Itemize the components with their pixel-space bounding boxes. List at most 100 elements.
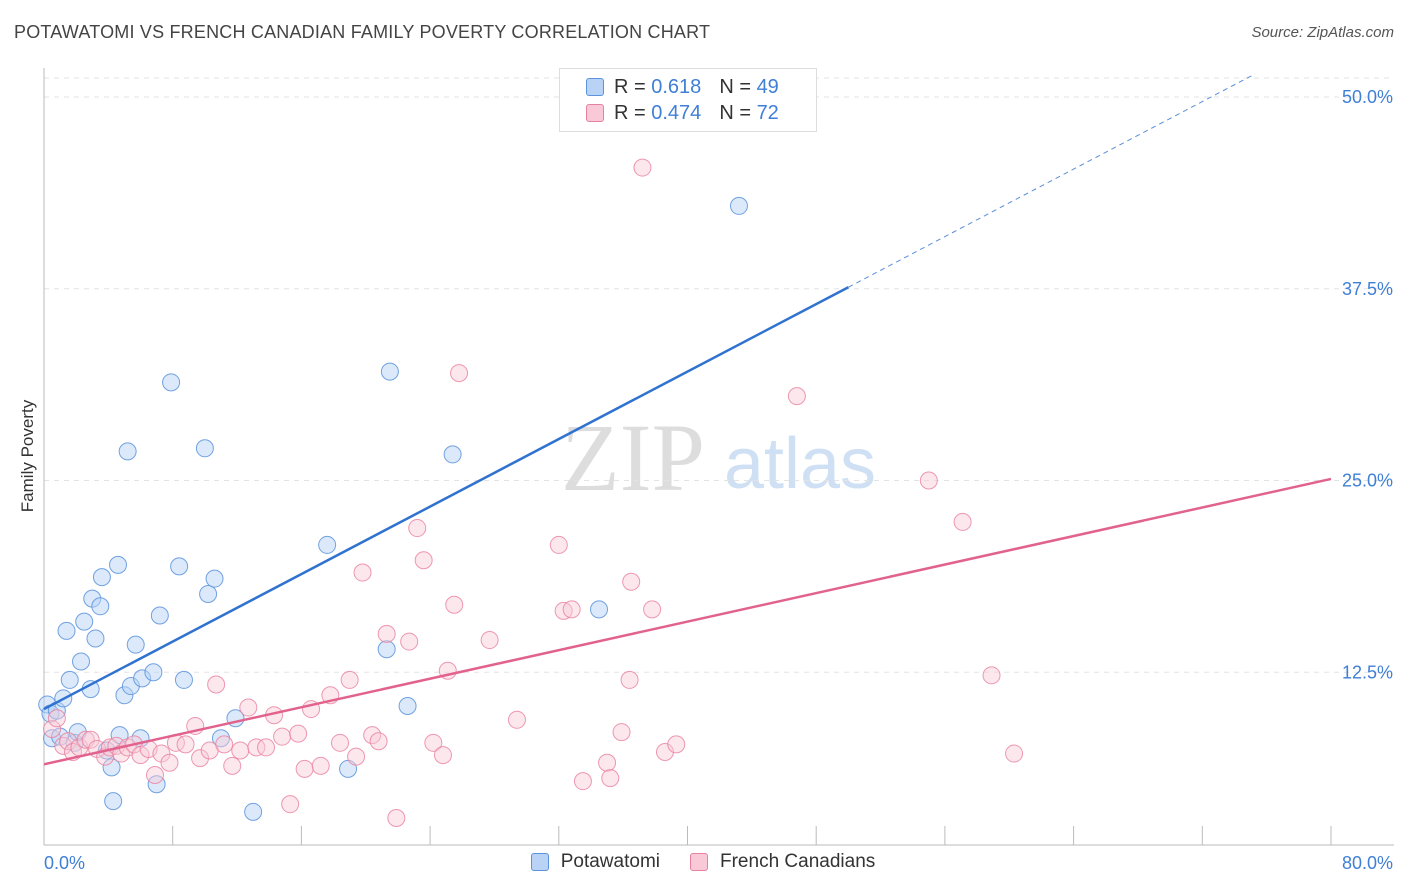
- data-point-french-canadians: [787, 387, 806, 406]
- data-point-french-canadians: [601, 769, 620, 788]
- data-point-french-canadians: [340, 670, 359, 689]
- legend-n-label: N =: [719, 75, 757, 98]
- data-point-french-canadians: [400, 632, 419, 651]
- data-point-french-canadians: [507, 710, 526, 729]
- data-point-potawatomi: [244, 802, 263, 821]
- stats-legend: R = 0.618 N = 49 R = 0.474 N = 72: [559, 68, 817, 132]
- legend-item-potawatomi: Potawatomi: [530, 851, 660, 873]
- trend-line-potawatomi-extension: [848, 73, 1256, 288]
- data-point-french-canadians: [480, 631, 499, 650]
- data-point-potawatomi: [150, 606, 169, 625]
- data-point-french-canadians: [59, 732, 78, 751]
- potawatomi-swatch: [586, 78, 604, 96]
- data-point-french-canadians: [1005, 744, 1024, 763]
- data-point-potawatomi: [86, 629, 105, 648]
- data-point-french-canadians: [598, 753, 617, 772]
- data-point-potawatomi: [170, 557, 189, 576]
- legend-r-value: 0.618: [651, 75, 702, 98]
- data-point-potawatomi: [72, 652, 91, 671]
- data-point-potawatomi: [91, 597, 110, 616]
- data-point-potawatomi: [162, 373, 181, 392]
- data-point-french-canadians: [414, 551, 433, 570]
- x-tick-label: 80.0%: [1342, 853, 1393, 873]
- data-point-french-canadians: [273, 727, 292, 746]
- data-point-french-canadians: [445, 595, 464, 614]
- legend-n-label: N =: [719, 101, 757, 124]
- data-point-french-canadians: [622, 572, 641, 591]
- data-point-french-canadians: [207, 675, 226, 694]
- legend-n-value: 72: [756, 101, 779, 124]
- data-point-french-canadians: [433, 746, 452, 765]
- data-point-french-canadians: [667, 735, 686, 754]
- data-point-french-canadians: [620, 670, 639, 689]
- data-point-french-canadians: [573, 772, 592, 791]
- legend-r-label: R =: [614, 75, 652, 98]
- series-legend: Potawatomi French Canadians: [0, 851, 1406, 873]
- y-tick-label: 50.0%: [1342, 87, 1393, 107]
- data-point-french-canadians: [295, 759, 314, 778]
- data-point-potawatomi: [57, 621, 76, 640]
- legend-r-label: R =: [614, 101, 652, 124]
- data-point-potawatomi: [75, 612, 94, 631]
- data-point-french-canadians: [643, 600, 662, 619]
- data-point-potawatomi: [199, 585, 218, 604]
- data-point-potawatomi: [590, 600, 609, 619]
- data-point-french-canadians: [633, 158, 652, 177]
- data-point-french-canadians: [377, 624, 396, 643]
- y-tick-label: 37.5%: [1342, 279, 1393, 299]
- axes: [43, 68, 1394, 846]
- data-point-french-canadians: [562, 600, 581, 619]
- data-point-potawatomi: [109, 555, 128, 574]
- data-point-french-canadians: [231, 741, 250, 760]
- data-point-french-canadians: [369, 732, 388, 751]
- data-point-french-canadians: [191, 749, 210, 768]
- data-point-french-canadians: [982, 666, 1001, 685]
- series-potawatomi: [38, 86, 748, 821]
- data-point-french-canadians: [81, 730, 100, 749]
- legend-label-french-canadians: French Canadians: [720, 851, 876, 872]
- data-point-potawatomi: [195, 439, 214, 458]
- data-point-potawatomi: [144, 663, 163, 682]
- french-canadians-swatch: [586, 104, 604, 122]
- data-point-french-canadians: [176, 735, 195, 754]
- data-point-potawatomi: [205, 569, 224, 588]
- data-point-potawatomi: [92, 568, 111, 587]
- y-tick-label: 25.0%: [1342, 471, 1393, 491]
- watermark: ZIP atlas: [561, 404, 876, 511]
- data-point-french-canadians: [223, 756, 242, 775]
- x-tick-label: 0.0%: [44, 853, 85, 873]
- data-point-potawatomi: [398, 696, 417, 715]
- data-point-french-canadians: [919, 471, 938, 490]
- watermark-atlas: atlas: [724, 424, 876, 504]
- trend-line-french-canadians: [43, 477, 1332, 766]
- data-point-potawatomi: [377, 640, 396, 659]
- trend-lines: [43, 73, 1332, 766]
- legend-r-value: 0.474: [651, 101, 702, 124]
- watermark-zip: ZIP: [561, 404, 705, 511]
- legend-item-french-canadians: French Canadians: [690, 851, 875, 873]
- data-point-potawatomi: [380, 362, 399, 381]
- data-point-french-canadians: [450, 364, 469, 383]
- data-point-potawatomi: [318, 535, 337, 554]
- data-point-french-canadians: [281, 795, 300, 814]
- data-point-potawatomi: [60, 670, 79, 689]
- data-point-french-canadians: [215, 735, 234, 754]
- data-point-french-canadians: [347, 747, 366, 766]
- data-point-french-canadians: [160, 753, 179, 772]
- data-point-french-canadians: [612, 723, 631, 742]
- data-point-potawatomi: [102, 758, 121, 777]
- data-point-french-canadians: [353, 563, 372, 582]
- trend-line-potawatomi: [43, 286, 849, 711]
- y-tick-label: 12.5%: [1342, 662, 1393, 682]
- legend-row-french-canadians: R = 0.474 N = 72: [586, 101, 779, 125]
- data-point-potawatomi: [443, 445, 462, 464]
- legend-n-value: 49: [756, 75, 779, 98]
- data-point-french-canadians: [146, 766, 165, 785]
- chart-source: Source: ZipAtlas.com: [1251, 24, 1394, 41]
- grid: [44, 77, 1394, 673]
- data-point-french-canadians: [331, 733, 350, 752]
- tick-labels: 12.5% 25.0% 37.5% 50.0% 0.0% 80.0%: [44, 87, 1393, 873]
- data-point-potawatomi: [126, 635, 145, 654]
- data-point-french-canadians: [247, 738, 266, 757]
